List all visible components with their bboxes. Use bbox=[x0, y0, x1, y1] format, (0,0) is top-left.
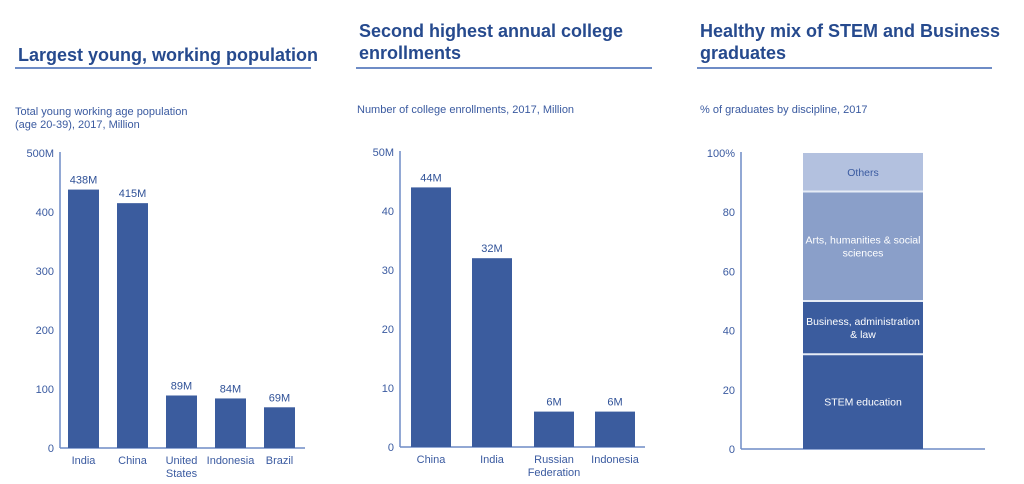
chart-1-data-label: 415M bbox=[119, 188, 147, 200]
chart-2-bar bbox=[595, 411, 635, 447]
chart-3-segment-arts-humanities-social-sciences bbox=[803, 191, 923, 301]
panel-1-title: Largest young, working population bbox=[18, 45, 318, 65]
chart-2-ytick-label: 20 bbox=[382, 324, 394, 336]
panel-3-title: Healthy mix of STEM and Business graduat… bbox=[700, 20, 1000, 64]
panel-2-title-line-2: enrollments bbox=[359, 43, 462, 63]
chart-3-ytick-label: 40 bbox=[723, 326, 735, 338]
chart-2-category-label: India bbox=[480, 454, 505, 466]
chart-1-bar bbox=[166, 395, 197, 448]
chart-2-bar bbox=[411, 187, 451, 447]
chart-3-segment-business-administration-law bbox=[803, 301, 923, 355]
chart-1-ytick-label: 200 bbox=[36, 325, 54, 337]
chart-2-category-label: Federation bbox=[528, 467, 581, 479]
chart-3-ytick-label: 0 bbox=[729, 444, 735, 456]
panel-3-subtitle: % of graduates by discipline, 2017 bbox=[700, 104, 868, 117]
chart-3-segment-label: Business, administration bbox=[806, 316, 920, 328]
chart-1-bar bbox=[215, 398, 246, 448]
chart-1-bar bbox=[264, 407, 295, 448]
chart-2-ytick-label: 0 bbox=[388, 442, 394, 454]
chart-1-category-label: Indonesia bbox=[207, 455, 256, 467]
chart-2-ytick-label: 50M bbox=[373, 147, 394, 159]
panel-1-subtitle-line-2: (age 20-39), 2017, Million bbox=[15, 119, 140, 131]
chart-1-category-label: United bbox=[166, 455, 198, 467]
chart-1-category-label: Brazil bbox=[266, 455, 294, 467]
chart-1-data-label: 89M bbox=[171, 380, 192, 392]
chart-2-data-label: 6M bbox=[607, 397, 622, 409]
panel-3-subtitle-line-1: % of graduates by discipline, 2017 bbox=[700, 104, 868, 116]
chart-2-category-label: China bbox=[417, 454, 447, 466]
chart-1-category-label: India bbox=[72, 455, 97, 467]
chart-1-ytick-label: 100 bbox=[36, 384, 54, 396]
chart-2-data-label: 44M bbox=[420, 172, 441, 184]
panel-2-subtitle-line-1: Number of college enrollments, 2017, Mil… bbox=[357, 104, 575, 116]
chart-2-ytick-label: 10 bbox=[382, 383, 394, 395]
chart-3-ytick-label: 20 bbox=[723, 385, 735, 397]
panel-2-subtitle: Number of college enrollments, 2017, Mil… bbox=[357, 104, 574, 117]
chart-3-segment-label: sciences bbox=[843, 248, 884, 260]
chart-2-bar bbox=[472, 258, 512, 447]
panel-3-title-line-2: graduates bbox=[700, 43, 787, 63]
chart-1-ytick-label: 300 bbox=[36, 266, 54, 278]
chart-1-data-label: 69M bbox=[269, 392, 290, 404]
chart-2-bar bbox=[534, 411, 574, 447]
panel-2-title-line-1: Second highest annual college bbox=[359, 21, 624, 41]
panel-1-subtitle: Total young working age population (age … bbox=[15, 106, 187, 132]
chart-1-ytick-label: 400 bbox=[36, 207, 54, 219]
chart-1-bar bbox=[117, 203, 148, 448]
chart-2-ytick-label: 30 bbox=[382, 265, 394, 277]
chart-1-ytick-label: 0 bbox=[48, 443, 54, 455]
chart-3-ytick-label: 80 bbox=[723, 207, 735, 219]
chart-3-segment-label: Arts, humanities & social bbox=[806, 235, 921, 247]
chart-1-data-label: 84M bbox=[220, 383, 241, 395]
panel-3-title-line-1: Healthy mix of STEM and Business bbox=[700, 21, 1001, 41]
panel-2-title: Second highest annual college enrollment… bbox=[359, 20, 623, 64]
chart-2-data-label: 32M bbox=[481, 243, 502, 255]
panel-3-title-rule bbox=[697, 67, 992, 69]
chart-3-segment-label: STEM education bbox=[824, 397, 902, 409]
chart-2-ytick-label: 40 bbox=[382, 206, 394, 218]
chart-3-segment-others bbox=[803, 153, 923, 192]
chart-2-category-label: Indonesia bbox=[591, 454, 640, 466]
chart-2-category-label: Russian bbox=[534, 454, 574, 466]
chart-3-ytick-label: 100% bbox=[707, 148, 735, 160]
chart-3-segment-label: Others bbox=[847, 167, 879, 179]
chart-3-segment-stem-education bbox=[803, 354, 923, 449]
chart-2-data-label: 6M bbox=[546, 397, 561, 409]
panel-1-subtitle-line-1: Total young working age population bbox=[15, 106, 188, 118]
panel-2-title-rule bbox=[356, 67, 652, 69]
panel-1-title-rule bbox=[15, 67, 311, 69]
chart-3-segment-label: & law bbox=[850, 329, 876, 341]
chart-1-data-label: 438M bbox=[70, 175, 98, 187]
chart-1-ytick-label: 500M bbox=[26, 148, 54, 160]
chart-1-category-label: States bbox=[166, 468, 198, 480]
chart-1-category-label: China bbox=[118, 455, 148, 467]
chart-3-ytick-label: 60 bbox=[723, 266, 735, 278]
chart-1-bar bbox=[68, 189, 99, 448]
